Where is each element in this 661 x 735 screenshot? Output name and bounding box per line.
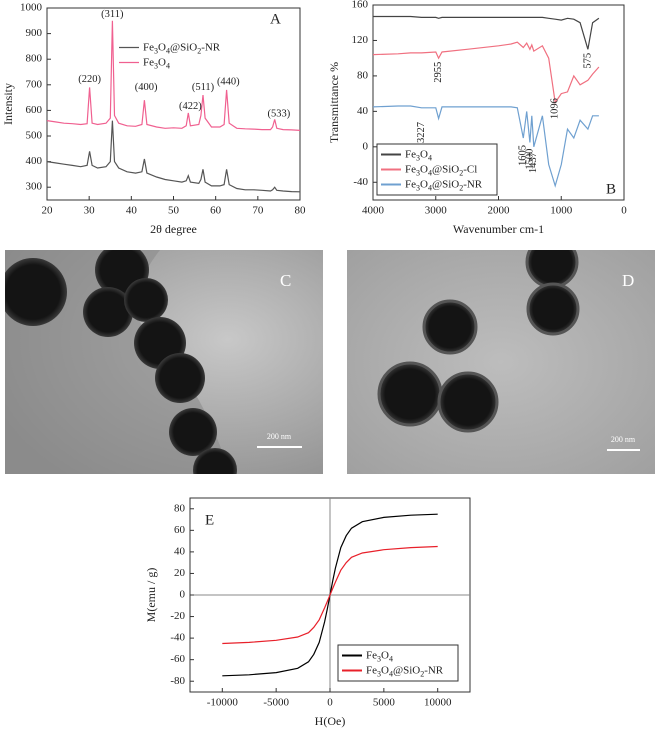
particle <box>124 278 168 322</box>
particle <box>169 408 217 456</box>
panel-label: B <box>606 181 616 197</box>
series-line <box>373 15 600 50</box>
annotation: (220) <box>78 74 101 85</box>
x-tick-label: 70 <box>252 205 264 217</box>
y-tick-label: 700 <box>26 78 43 90</box>
y-tick-label: 800 <box>26 53 43 65</box>
x-tick-label: 1000 <box>550 205 573 217</box>
particle <box>437 371 499 433</box>
annotation: (533) <box>268 109 291 120</box>
x-tick-label: 30 <box>84 205 96 217</box>
x-tick-label: -5000 <box>263 697 289 709</box>
legend-label: Fe3O4 <box>143 56 170 71</box>
particle <box>155 353 205 403</box>
panel-label: D <box>622 271 634 290</box>
y-tick-label: 300 <box>26 181 43 193</box>
tem-image <box>347 250 655 474</box>
x-tick-label: 60 <box>210 205 222 217</box>
x-axis-label: Wavenumber cm-1 <box>453 222 544 236</box>
annotation: 1605 <box>518 145 529 166</box>
x-tick-label: 50 <box>168 205 180 217</box>
panel-label: E <box>205 512 214 528</box>
series-line <box>372 41 600 105</box>
annotation: 2955 <box>433 62 444 83</box>
y-tick-label: 80 <box>174 502 186 514</box>
particle <box>422 299 478 355</box>
panel-label: C <box>280 271 291 290</box>
y-tick-label: 60 <box>174 524 186 536</box>
series-line <box>46 120 301 193</box>
legend-label: Fe3O4 <box>405 148 432 163</box>
y-tick-label: 20 <box>174 567 186 579</box>
particle <box>525 250 579 289</box>
particle <box>526 282 580 336</box>
tem-image <box>5 250 323 474</box>
annotation: (422) <box>179 101 202 112</box>
x-axis-label: 2θ degree <box>150 222 197 236</box>
annotation: (440) <box>217 77 240 88</box>
y-tick-label: 900 <box>26 27 43 39</box>
particle <box>193 448 237 474</box>
particle <box>377 361 443 427</box>
y-axis-label: Intensity <box>1 83 15 125</box>
y-tick-label: -80 <box>170 675 185 687</box>
x-tick-label: 2000 <box>488 205 511 217</box>
legend-label: Fe3O4@SiO2-Cl <box>405 163 477 178</box>
y-tick-label: 0 <box>363 140 369 152</box>
y-tick-label: 1000 <box>20 2 43 14</box>
x-tick-label: 0 <box>327 697 333 709</box>
annotation: 575 <box>582 53 593 69</box>
series-line <box>372 105 599 188</box>
x-tick-label: -10000 <box>207 697 239 709</box>
x-tick-label: 0 <box>621 205 627 217</box>
particle <box>83 287 133 337</box>
image-background <box>347 250 655 474</box>
scale-bar-label: 200 nm <box>267 432 292 441</box>
legend-label: Fe3O4 <box>366 649 393 664</box>
annotation: (400) <box>135 82 158 93</box>
legend-label: Fe3O4@SiO2-NR <box>366 664 444 679</box>
legend-label: Fe3O4@SiO2-NR <box>143 41 221 56</box>
x-tick-label: 10000 <box>424 697 452 709</box>
y-axis-label: Transmittance % <box>327 62 341 143</box>
legend-label: Fe3O4@SiO2-NR <box>405 178 483 193</box>
panel-label: A <box>270 11 281 27</box>
y-tick-label: 400 <box>26 155 43 167</box>
x-tick-label: 20 <box>42 205 54 217</box>
y-axis-label: M(emu / g) <box>144 568 158 623</box>
annotation: 1096 <box>550 98 561 119</box>
y-tick-label: 40 <box>174 545 186 557</box>
x-axis-label: H(Oe) <box>315 714 346 728</box>
y-tick-label: 160 <box>352 0 369 11</box>
x-tick-label: 5000 <box>373 697 396 709</box>
y-tick-label: -20 <box>170 610 185 622</box>
y-tick-label: 0 <box>180 589 186 601</box>
y-tick-label: -40 <box>170 632 185 644</box>
annotation: (511) <box>192 82 215 93</box>
annotation: 1437 <box>528 152 539 173</box>
legend-box <box>337 644 459 682</box>
scale-bar-label: 200 nm <box>611 435 636 444</box>
y-tick-label: 120 <box>352 34 369 46</box>
y-tick-label: 500 <box>26 130 43 142</box>
x-tick-label: 40 <box>126 205 138 217</box>
x-tick-label: 3000 <box>425 205 448 217</box>
series-line <box>46 20 301 131</box>
series-line <box>222 545 438 645</box>
x-tick-label: 4000 <box>362 205 385 217</box>
annotation: (311) <box>101 9 124 20</box>
particle <box>5 258 67 326</box>
annotation: 1500 <box>524 149 535 170</box>
annotation: 3227 <box>416 122 427 143</box>
y-tick-label: 40 <box>357 105 369 117</box>
plot-frame <box>46 7 301 201</box>
y-tick-label: 600 <box>26 104 43 116</box>
y-tick-label: -60 <box>170 653 185 665</box>
x-tick-label: 80 <box>295 205 307 217</box>
y-tick-label: -40 <box>353 176 368 188</box>
y-tick-label: 80 <box>357 69 369 81</box>
